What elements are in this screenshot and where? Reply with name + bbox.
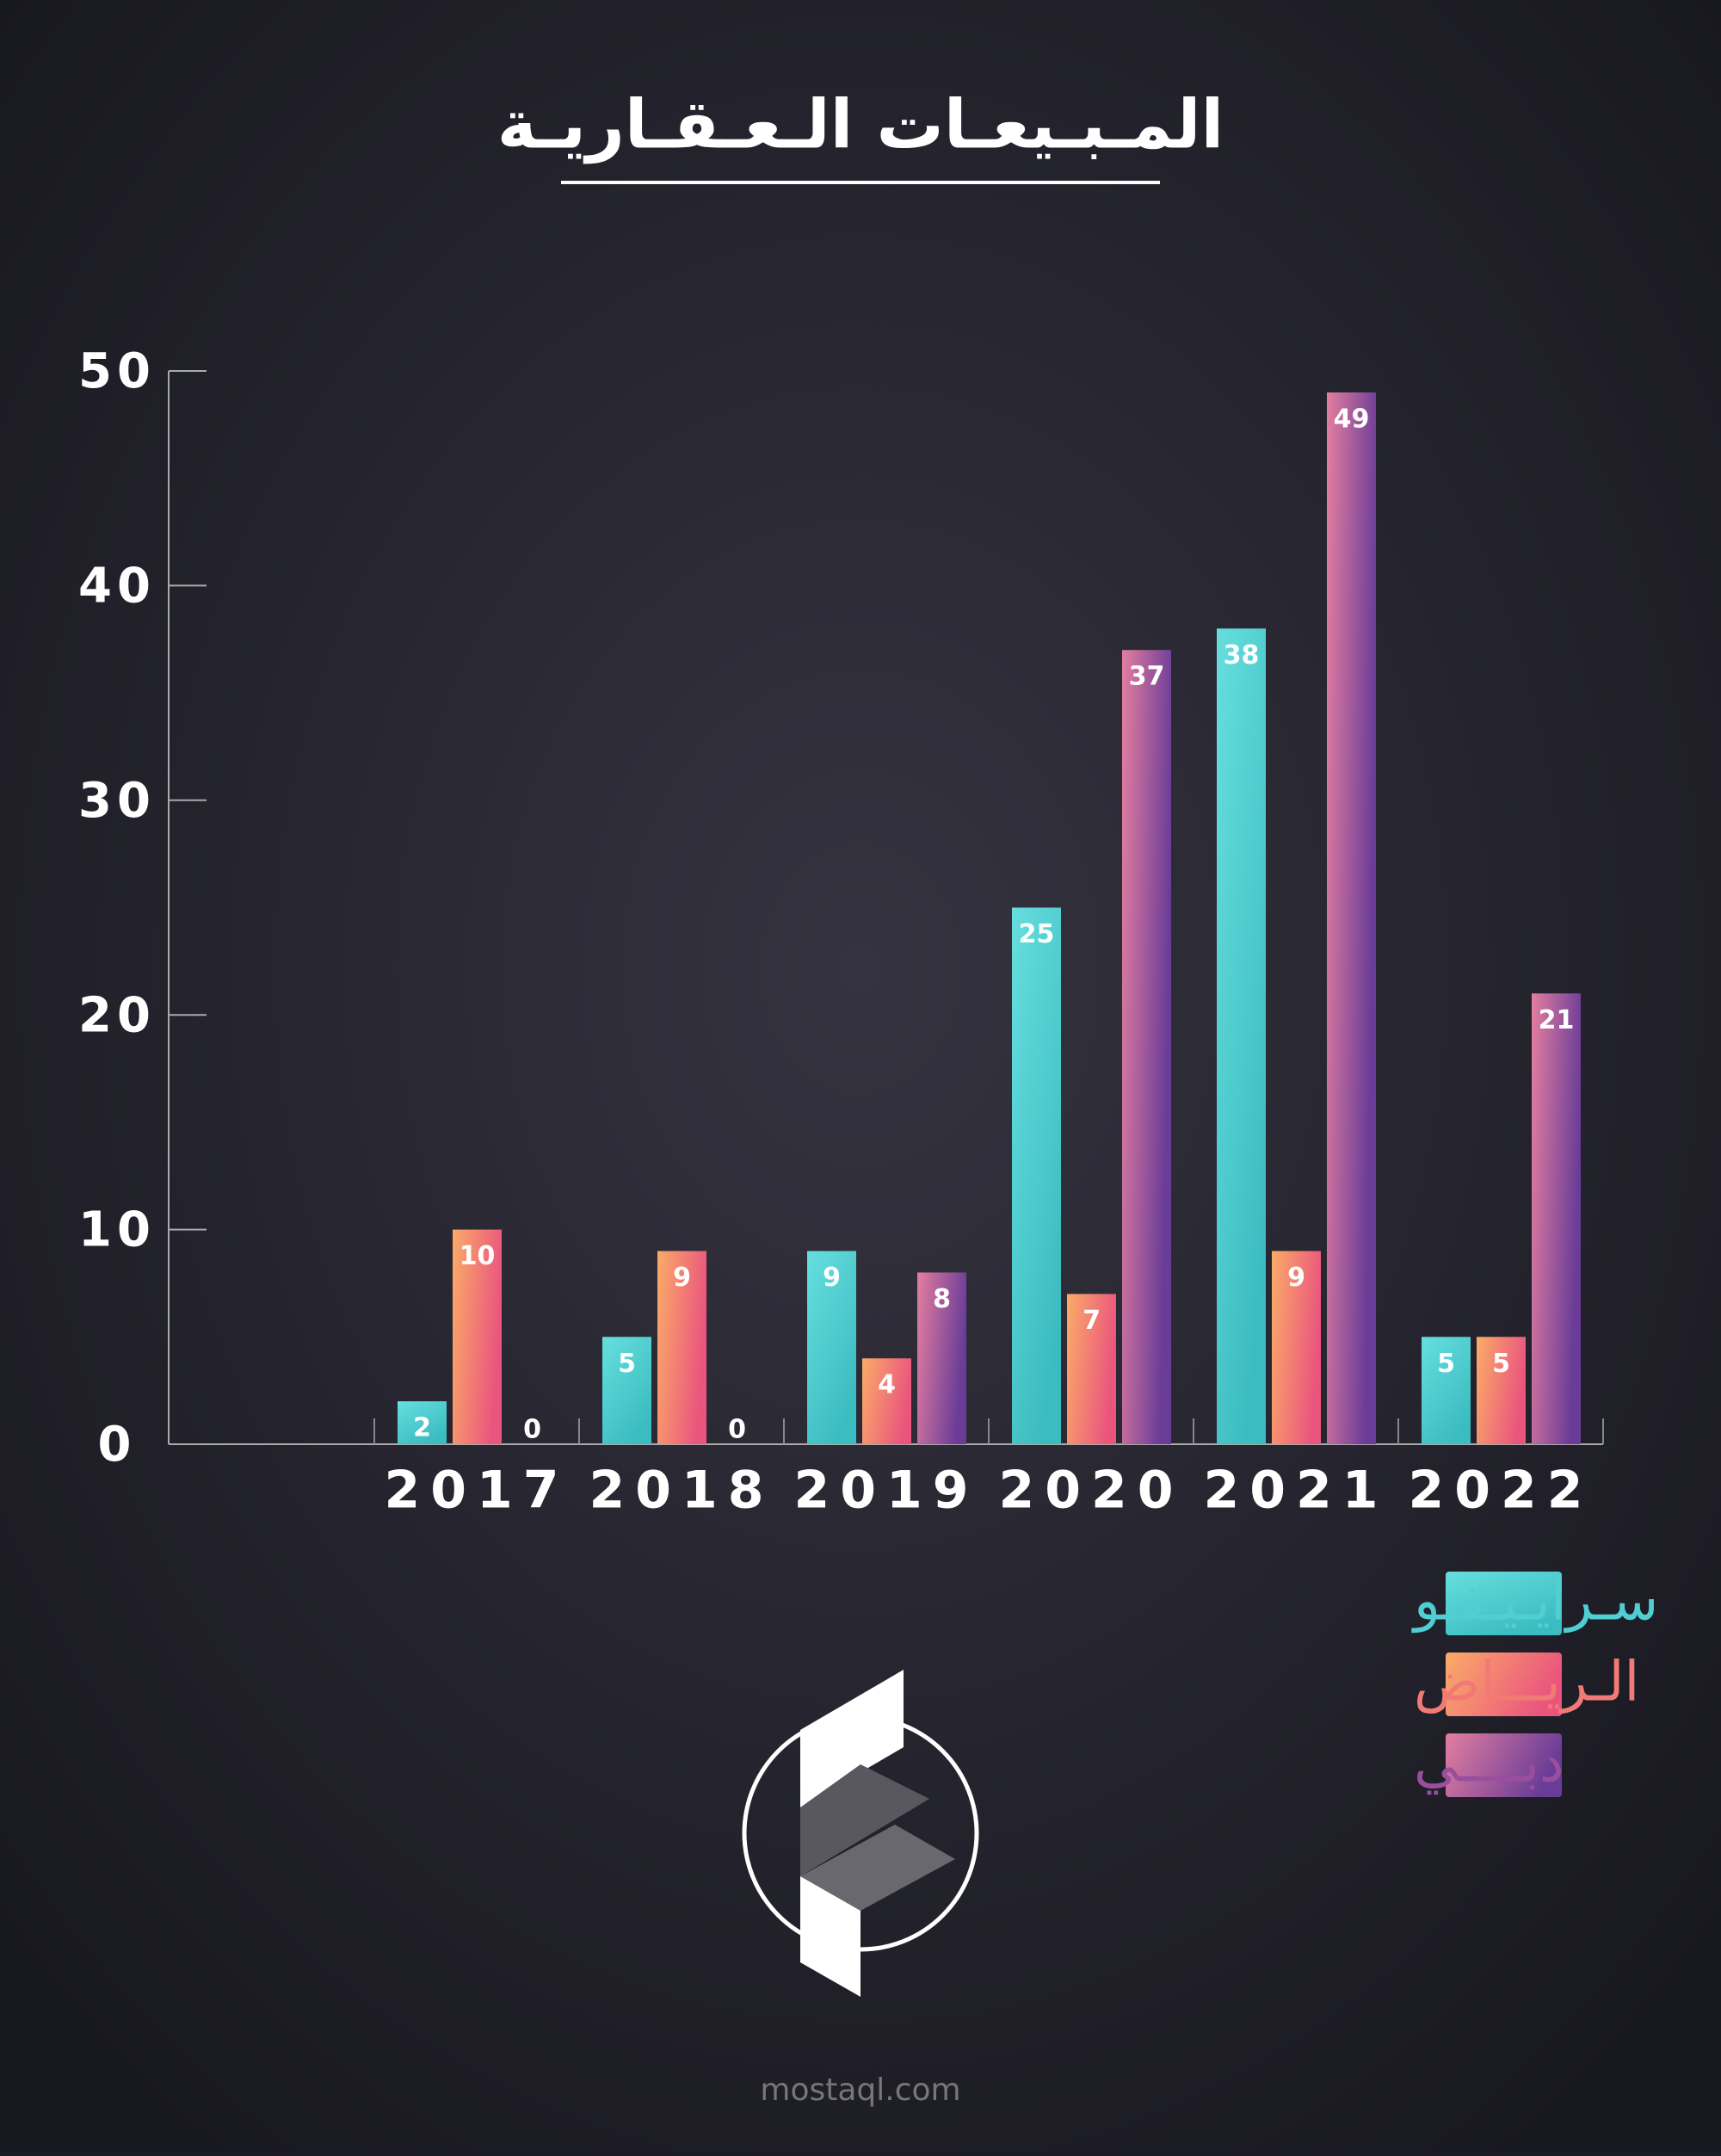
logo (742, 1670, 979, 1997)
data-label: 5 (618, 1349, 636, 1379)
bar (1067, 1294, 1116, 1444)
legend-swatch (1446, 1733, 1562, 1797)
data-label: 7 (1083, 1306, 1101, 1336)
x-tick-label: 2019 (794, 1461, 979, 1521)
y-tick-label: 10 (78, 1202, 156, 1258)
x-tick-label: 2022 (1409, 1461, 1594, 1521)
bar (1327, 392, 1376, 1445)
bar (1272, 1251, 1321, 1444)
y-tick-label: 20 (78, 987, 156, 1043)
bar (917, 1272, 966, 1444)
bar (1012, 907, 1061, 1444)
data-label: 0 (728, 1415, 746, 1445)
data-label: 4 (878, 1370, 896, 1400)
data-label: 10 (460, 1241, 496, 1271)
legend-swatch (1446, 1572, 1562, 1635)
bar (602, 1337, 651, 1444)
chart-title: المـبـيعـات الـعـقـاريـة (497, 86, 1224, 164)
data-label: 38 (1224, 640, 1260, 670)
bar (1217, 628, 1266, 1444)
bar (862, 1358, 911, 1444)
data-label: 5 (1492, 1349, 1510, 1379)
bar (398, 1401, 447, 1444)
data-label: 8 (933, 1284, 951, 1314)
data-label: 0 (523, 1415, 541, 1445)
data-label: 5 (1437, 1349, 1455, 1379)
y-tick-label: 30 (78, 773, 156, 829)
bar (453, 1229, 502, 1444)
watermark: mostaql.com (760, 2073, 960, 2108)
data-label: 49 (1334, 404, 1370, 434)
data-label: 2 (413, 1413, 431, 1443)
bar (1122, 650, 1171, 1444)
legend-label: سـرايـيـفـو (1411, 1570, 1658, 1634)
bar (1422, 1337, 1471, 1444)
y-tick-label: 50 (78, 343, 156, 399)
data-label: 25 (1019, 919, 1055, 949)
legend-label: دبــــي (1414, 1732, 1564, 1795)
legend-label: الـريـــاض (1414, 1651, 1639, 1714)
x-tick-label: 2018 (589, 1461, 774, 1521)
data-label: 37 (1129, 662, 1165, 692)
x-tick-label: 2017 (385, 1461, 570, 1521)
bar (1532, 993, 1581, 1444)
x-tick-label: 2020 (999, 1461, 1184, 1521)
x-tick-label: 2021 (1204, 1461, 1389, 1521)
bar (807, 1251, 856, 1444)
y-tick-label: 0 (98, 1417, 137, 1473)
data-label: 9 (823, 1263, 841, 1293)
bar (1477, 1337, 1526, 1444)
y-tick-label: 40 (78, 559, 156, 615)
bar (657, 1251, 706, 1444)
data-label: 21 (1539, 1005, 1575, 1035)
data-label: 9 (1287, 1263, 1305, 1293)
legend-swatch (1446, 1653, 1562, 1716)
data-label: 9 (673, 1263, 691, 1293)
